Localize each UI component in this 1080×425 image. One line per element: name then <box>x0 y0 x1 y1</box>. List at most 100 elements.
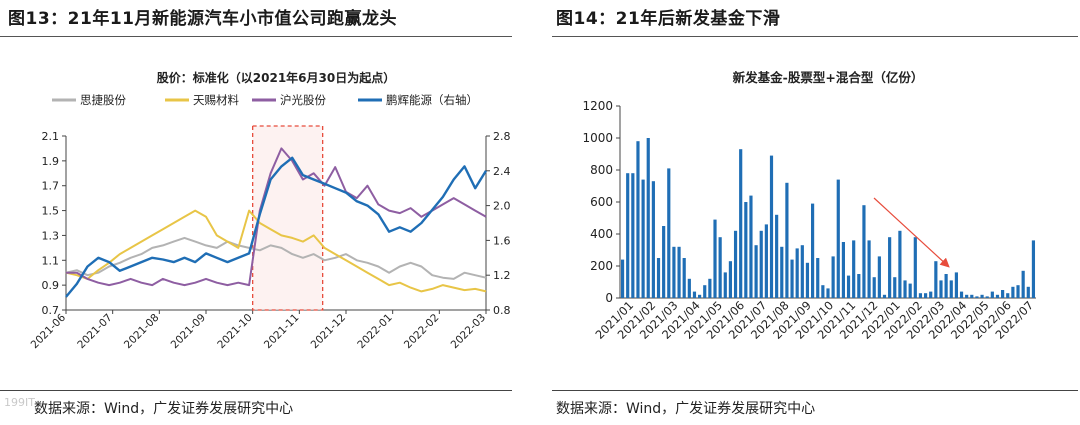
y-tick-label: 0.9 <box>42 279 60 292</box>
series-line <box>65 209 487 293</box>
highlight-box <box>252 125 324 311</box>
y-tick-label: 1.5 <box>42 205 60 218</box>
y-tick-label: 1.3 <box>42 229 60 242</box>
bar <box>749 195 753 298</box>
x-tick-label: 2021-06 <box>29 311 69 351</box>
bar <box>867 240 871 298</box>
x-tick-label: 2021-08 <box>122 312 162 352</box>
bar <box>677 246 681 298</box>
bar <box>744 202 748 298</box>
bar <box>929 291 933 298</box>
y-tick-label: 400 <box>590 227 613 241</box>
y-tick-label: 0.7 <box>42 304 60 317</box>
x-tick-label: 2021-11 <box>262 312 302 352</box>
y-tick-label: 0 <box>605 291 613 305</box>
x-tick-label: 2022-02 <box>402 312 442 352</box>
bar <box>882 294 887 298</box>
bar <box>703 285 707 298</box>
fig13-bottom-rule <box>0 390 512 391</box>
bar <box>831 256 835 298</box>
bar <box>1026 286 1030 298</box>
bar <box>862 205 866 298</box>
bar <box>708 278 712 298</box>
y-tick-label: 1000 <box>582 131 613 145</box>
bar <box>672 246 676 298</box>
chart-title: 新发基金-股票型+混合型（亿份） <box>733 70 924 85</box>
y-tick-label: 1.9 <box>42 155 60 168</box>
bar <box>692 291 697 298</box>
bar <box>769 155 774 298</box>
bar <box>1011 286 1015 298</box>
series-line <box>65 156 488 298</box>
bar <box>1016 285 1020 298</box>
bar <box>739 149 743 298</box>
y-tick-label: 2.1 <box>42 130 60 143</box>
bar <box>805 262 810 298</box>
bar <box>728 261 733 298</box>
bar <box>713 219 717 298</box>
bar <box>723 272 727 298</box>
y-tick-label: 1200 <box>582 99 613 113</box>
trend-arrow <box>873 197 950 268</box>
series-line <box>66 147 487 287</box>
x-tick-label: 2022-03 <box>449 312 489 352</box>
legend-label: 天赐材料 <box>193 93 239 107</box>
fig14-top-rule <box>552 36 1078 37</box>
bar <box>965 294 969 298</box>
fig13-chart: 股价：标准化（以2021年6月30日为起点） 思捷股份 天赐材料 沪光股份 鹏辉能源（右… <box>29 70 511 352</box>
x-tick-label: 2021-07 <box>75 312 115 352</box>
bar <box>790 259 794 298</box>
fig13-source: 数据来源：Wind，广发证券发展研究中心 <box>34 401 294 417</box>
y-tick-label: 1.7 <box>42 180 60 193</box>
bar <box>990 291 994 298</box>
bar <box>620 259 625 298</box>
fig14-bottom-rule <box>552 390 1078 391</box>
y2-tick-label: 1.2 <box>493 269 511 282</box>
bar <box>1001 290 1005 298</box>
x-tick-label: 2021-10 <box>215 312 255 352</box>
bar <box>754 245 758 298</box>
y-tick-label: 800 <box>590 163 613 177</box>
fig14-source: 数据来源：Wind，广发证券发展研究中心 <box>556 401 816 417</box>
bar <box>939 280 943 298</box>
y2-tick-label: 2.4 <box>493 165 511 178</box>
bar <box>826 288 830 298</box>
fig13-top-rule <box>0 36 512 37</box>
bar <box>631 173 635 298</box>
bar <box>651 181 655 298</box>
bar <box>903 280 907 298</box>
bar <box>959 291 964 298</box>
bar <box>877 256 881 298</box>
bar <box>641 179 645 298</box>
bar <box>1006 293 1010 298</box>
bar <box>698 294 702 298</box>
series-line <box>65 236 487 280</box>
x-tick-label: 2021-09 <box>169 312 209 352</box>
bar <box>764 224 768 298</box>
bar <box>918 293 923 298</box>
bar <box>682 258 686 298</box>
bar <box>662 226 666 298</box>
y2-tick-label: 1.6 <box>493 234 511 247</box>
bar <box>841 242 845 298</box>
watermark: 199IT <box>4 396 35 409</box>
y2-tick-label: 0.8 <box>493 304 511 317</box>
bar <box>626 173 630 298</box>
bar <box>687 278 691 298</box>
legend-label: 沪光股份 <box>280 93 326 107</box>
bar <box>975 296 979 298</box>
bar <box>934 261 938 298</box>
chart-title: 股价：标准化（以2021年6月30日为起点） <box>157 70 395 85</box>
bar <box>893 277 897 298</box>
y-tick-label: 600 <box>590 195 613 209</box>
bar <box>718 237 722 298</box>
bar <box>852 240 856 298</box>
bar <box>800 245 804 298</box>
bar <box>656 258 661 298</box>
x-tick-label: 2021-12 <box>309 312 349 352</box>
bar <box>970 294 974 298</box>
bar <box>872 277 876 298</box>
bar <box>667 168 671 298</box>
bar <box>1031 240 1036 298</box>
bar <box>980 294 984 298</box>
